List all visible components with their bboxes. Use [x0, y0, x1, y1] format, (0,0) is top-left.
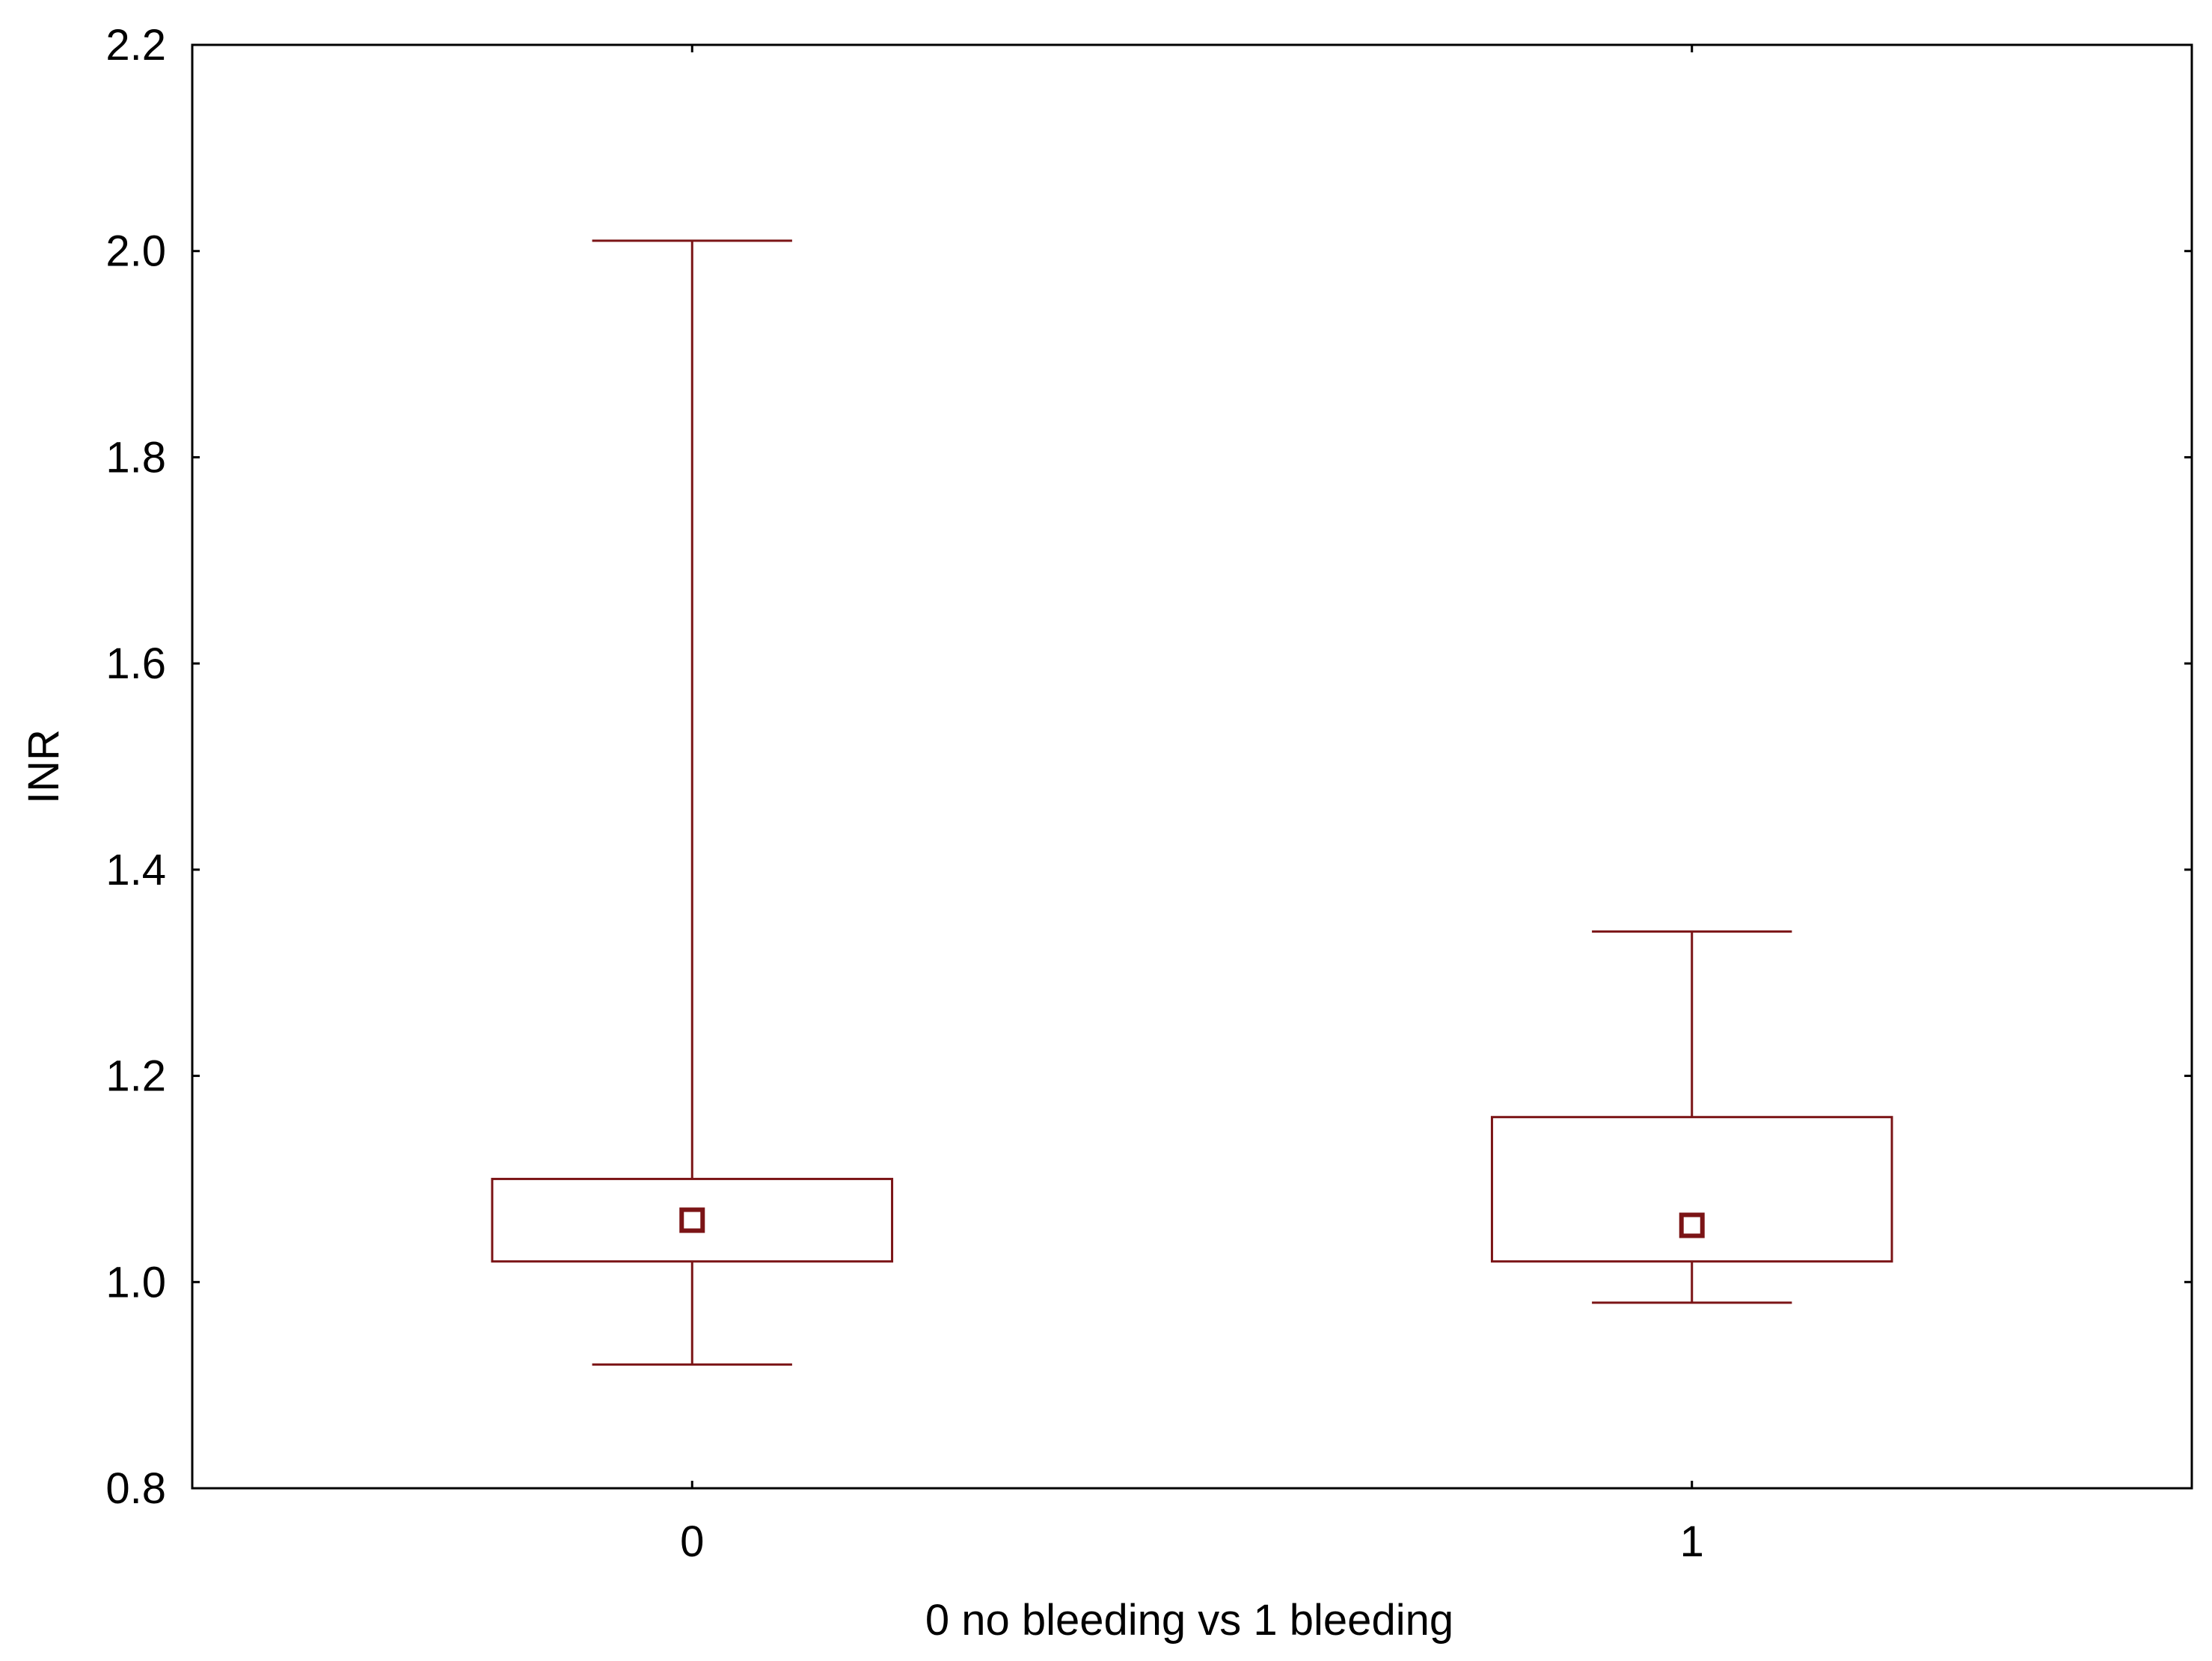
y-axis-label: INR: [19, 729, 68, 804]
y-tick-label: 1.4: [105, 846, 166, 894]
box-group-0: [491, 239, 894, 1366]
y-tick-label: 0.8: [105, 1464, 166, 1513]
center-marker: [1679, 1212, 1705, 1238]
y-tick-label: 1.2: [105, 1052, 166, 1101]
x-tick-label: 1: [1680, 1517, 1704, 1566]
y-tick-label: 1.6: [105, 639, 166, 688]
center-marker: [679, 1207, 705, 1233]
y-tick-label: 2.0: [105, 227, 166, 276]
x-tick-label: 0: [680, 1517, 704, 1566]
plot-frame: [191, 43, 2193, 1490]
x-axis-label: 0 no bleeding vs 1 bleeding: [925, 1596, 1453, 1645]
y-tick-label: 1.8: [105, 433, 166, 482]
y-axis: 0.8 1.0 1.2 1.4 1.6 1.8 2.0 2.2: [105, 21, 2192, 1513]
y-tick-label: 2.2: [105, 21, 166, 70]
box-group-1: [1490, 930, 1893, 1304]
box: [1490, 1116, 1893, 1263]
y-tick-label: 1.0: [105, 1258, 166, 1307]
box-plot-series: [491, 239, 1893, 1366]
